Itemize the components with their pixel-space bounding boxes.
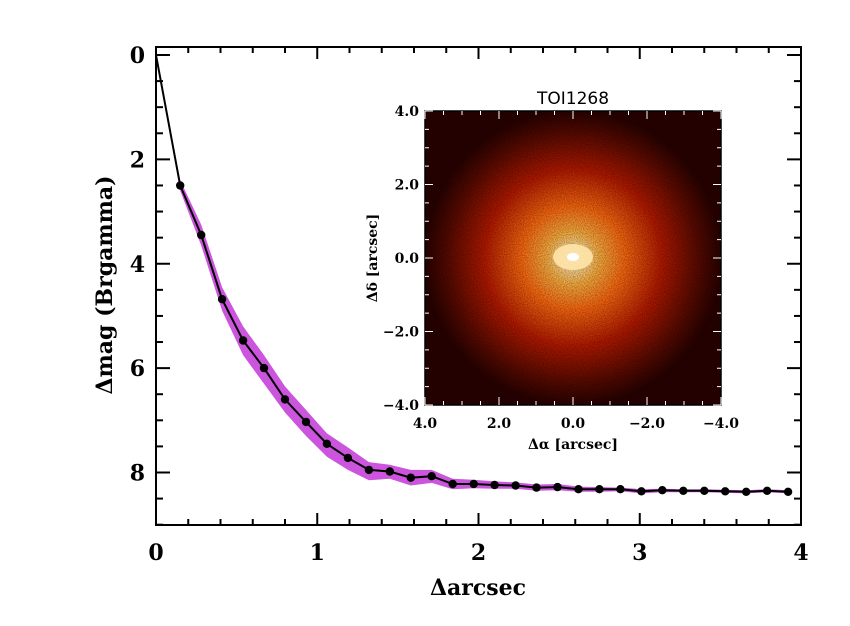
data-point xyxy=(364,465,374,475)
data-point xyxy=(469,479,478,489)
inset-y-tick-label: 0.0 xyxy=(395,251,420,267)
data-point xyxy=(783,487,793,496)
data-point xyxy=(343,453,353,463)
data-point xyxy=(511,481,520,490)
inset-x-tick-label: 2.0 xyxy=(487,416,512,432)
inset-axis-ticks xyxy=(424,110,722,406)
y-tick-label: 2 xyxy=(130,147,145,173)
inset-x-axis-title: Δα [arcsec] xyxy=(528,437,618,453)
x-tick-labels: 0 1 2 3 4 xyxy=(148,540,808,566)
data-point xyxy=(595,485,604,494)
data-point xyxy=(679,486,688,495)
data-point xyxy=(616,485,625,494)
data-point xyxy=(658,486,667,495)
data-point xyxy=(490,480,499,490)
data-point xyxy=(742,487,751,496)
data-point xyxy=(532,483,541,492)
main-axis-ticks xyxy=(155,47,802,526)
data-point xyxy=(721,487,730,496)
data-point xyxy=(762,486,772,495)
y-tick-labels: 0 2 4 6 8 xyxy=(130,43,145,487)
x-tick-label: 4 xyxy=(793,540,808,566)
data-point xyxy=(427,472,436,481)
inset-y-tick-label: −4.0 xyxy=(383,398,419,414)
x-tick-label: 0 xyxy=(148,540,163,566)
data-point xyxy=(574,485,583,494)
data-point xyxy=(448,479,457,489)
inset-title: TOI1268 xyxy=(536,89,609,109)
y-axis-title: Δmag (Brgamma) xyxy=(92,175,118,394)
inset-image-panel: 4.0 2.0 0.0 −2.0 −4.0 4.0 2.0 0.0 −2.0 −4.0 TOI1… xyxy=(365,89,739,453)
data-point xyxy=(406,473,415,482)
y-tick-label: 4 xyxy=(130,252,145,278)
inset-y-tick-labels: 4.0 2.0 0.0 −2.0 −4.0 xyxy=(383,104,419,414)
data-point xyxy=(176,181,185,190)
inset-x-tick-label: 4.0 xyxy=(413,416,438,432)
y-tick-label: 8 xyxy=(130,461,145,487)
inset-star-peak xyxy=(567,253,579,261)
data-point xyxy=(637,487,646,496)
x-tick-label: 2 xyxy=(471,540,486,566)
inset-y-axis-title: Δδ [arcsec] xyxy=(365,214,381,303)
inset-x-tick-label: −2.0 xyxy=(629,416,665,432)
data-point xyxy=(301,417,311,427)
y-tick-label: 6 xyxy=(130,356,145,382)
inset-y-tick-label: −2.0 xyxy=(383,325,419,341)
x-axis-title: Δarcsec xyxy=(430,575,526,601)
x-tick-label: 1 xyxy=(310,540,325,566)
contrast-data-points xyxy=(176,181,793,496)
inset-y-tick-label: 2.0 xyxy=(395,178,420,194)
x-tick-label: 3 xyxy=(632,540,647,566)
data-point xyxy=(217,295,227,304)
data-point xyxy=(280,395,290,404)
data-point xyxy=(700,486,709,495)
inset-x-tick-label: 0.0 xyxy=(561,416,586,432)
data-point xyxy=(259,363,269,373)
inset-x-tick-labels: 4.0 2.0 0.0 −2.0 −4.0 xyxy=(413,416,739,432)
y-tick-label: 0 xyxy=(130,43,145,69)
data-point xyxy=(553,482,562,492)
inset-x-tick-label: −4.0 xyxy=(703,416,739,432)
data-point xyxy=(385,467,394,476)
data-point xyxy=(322,439,332,448)
data-point xyxy=(238,336,248,345)
contrast-curve-plot: 0 1 2 3 4 0 2 4 6 8 Δarcsec Δmag (Brgamma) xyxy=(92,43,809,601)
inset-y-tick-label: 4.0 xyxy=(395,104,420,120)
data-point xyxy=(197,230,206,240)
